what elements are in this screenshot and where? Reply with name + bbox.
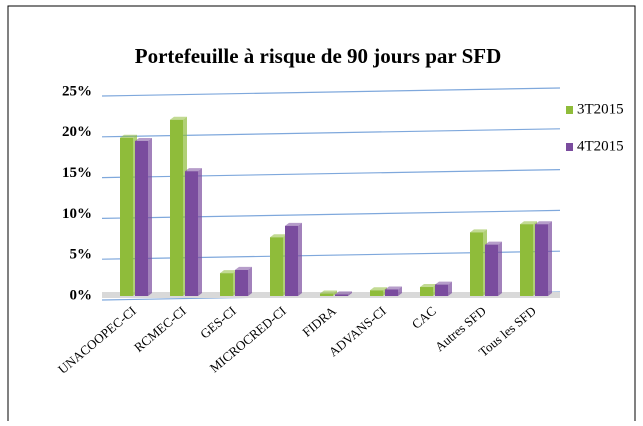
bar-top	[385, 286, 402, 290]
bar	[370, 290, 383, 296]
bar-top	[485, 241, 502, 245]
bar	[420, 287, 433, 296]
bar	[120, 137, 133, 296]
bar	[320, 293, 333, 296]
bar	[270, 237, 283, 296]
bar-top	[120, 134, 137, 138]
bar-top	[535, 221, 552, 225]
bar	[285, 225, 298, 296]
bar-top	[420, 284, 437, 288]
bar	[135, 140, 148, 296]
bar-side	[448, 281, 452, 296]
bar-top	[435, 281, 452, 285]
bar-side	[498, 241, 502, 296]
bar-top	[135, 137, 152, 141]
bar-side	[198, 168, 202, 296]
bar-top	[520, 221, 537, 225]
bar	[170, 119, 183, 296]
bar-side	[548, 221, 552, 296]
bar-side	[348, 291, 352, 296]
bar	[385, 289, 398, 296]
bar	[520, 224, 533, 296]
bar-side	[148, 137, 152, 296]
y-tick-label: 0%	[70, 287, 93, 303]
bar	[435, 284, 448, 296]
bar	[335, 294, 348, 296]
bar-side	[398, 286, 402, 296]
bar-side	[298, 222, 302, 296]
y-tick-label: 10%	[62, 206, 92, 222]
bar	[535, 224, 548, 296]
chart-frame	[7, 5, 636, 426]
grid-line	[101, 87, 561, 97]
bar-top	[220, 270, 237, 274]
bar-top	[335, 291, 352, 295]
legend-label: 3T2015	[577, 101, 624, 117]
bar-top	[170, 116, 187, 120]
bar-side	[248, 266, 252, 296]
bar	[235, 269, 248, 296]
bar	[485, 244, 498, 296]
bar	[185, 171, 198, 296]
chart-title: Portefeuille à risque de 90 jours par SF…	[135, 44, 502, 68]
legend-label: 4T2015	[577, 138, 624, 154]
bar-top	[185, 168, 202, 172]
y-tick-label: 25%	[62, 83, 92, 99]
bar-top	[470, 229, 487, 233]
bar-side	[333, 290, 337, 296]
bar-top	[285, 222, 302, 226]
y-tick-label: 15%	[62, 165, 92, 181]
y-tick-label: 20%	[62, 124, 92, 140]
bar-top	[320, 290, 337, 294]
legend-swatch	[566, 143, 573, 151]
bar	[470, 232, 483, 296]
bar-top	[270, 234, 287, 238]
bar-top	[235, 266, 252, 270]
legend-swatch	[566, 106, 573, 114]
bar-top	[370, 287, 387, 291]
y-tick-label: 5%	[70, 247, 93, 263]
bar	[220, 273, 233, 296]
